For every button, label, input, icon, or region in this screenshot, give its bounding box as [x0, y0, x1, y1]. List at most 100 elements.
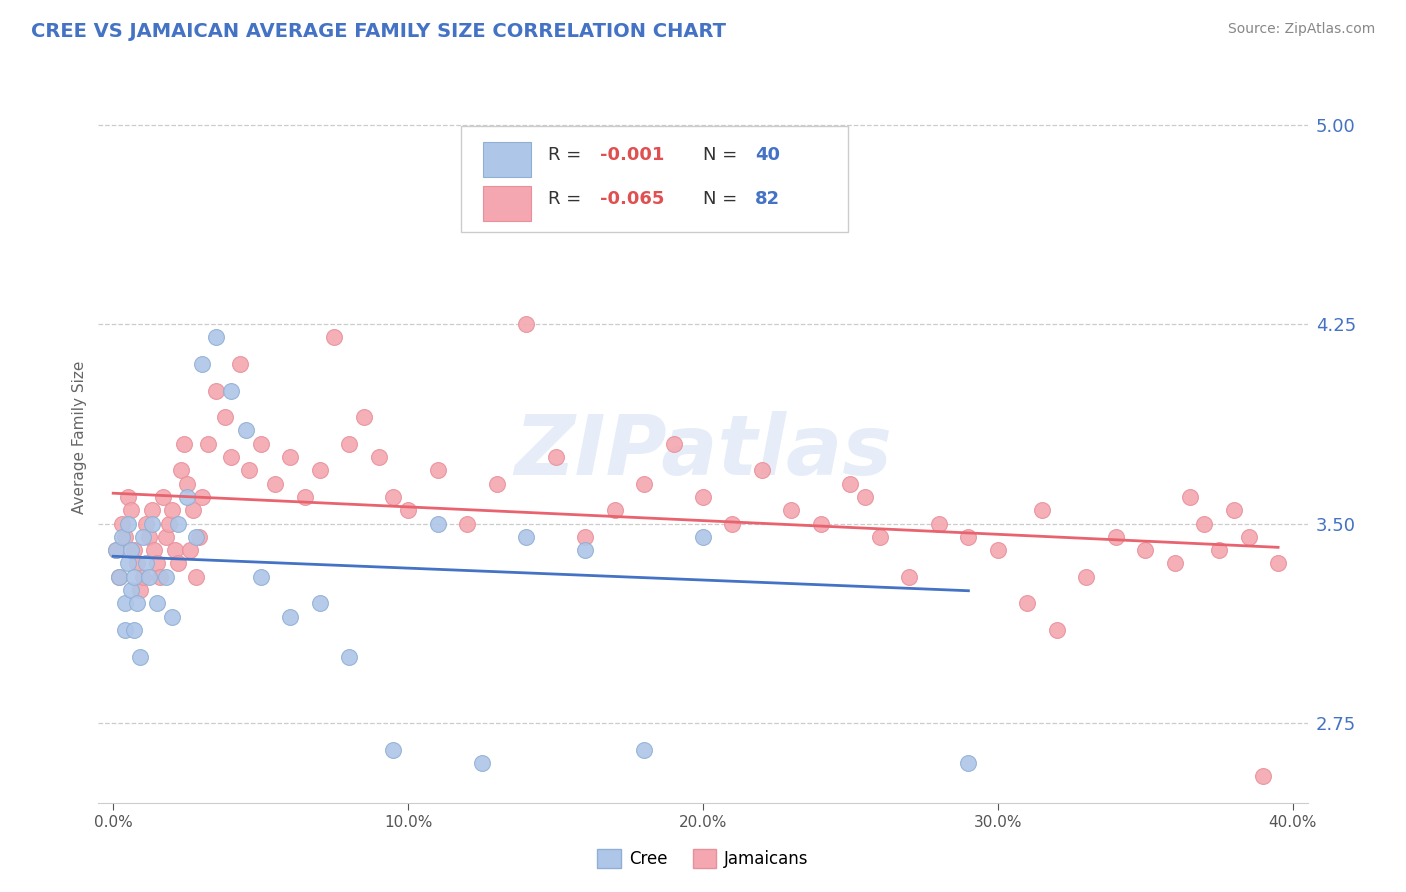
Point: [122, 570, 145, 584]
Point: [278, 450, 301, 464]
Point: [229, 357, 252, 371]
Point: [382, 490, 405, 504]
Point: [197, 436, 219, 450]
Text: R =: R =: [548, 190, 588, 208]
Point: [1223, 503, 1246, 517]
Point: [131, 570, 153, 584]
Point: [456, 516, 478, 531]
Point: [1194, 516, 1216, 531]
Y-axis label: Average Family Size: Average Family Size: [72, 360, 87, 514]
Point: [426, 463, 449, 477]
Text: 82: 82: [755, 190, 780, 208]
Point: [160, 503, 183, 517]
FancyBboxPatch shape: [461, 126, 848, 232]
Point: [1208, 543, 1230, 558]
Point: [308, 463, 330, 477]
Point: [426, 516, 449, 531]
Point: [181, 503, 204, 517]
Point: [264, 476, 287, 491]
Point: [149, 570, 172, 584]
Point: [382, 742, 405, 756]
Point: [853, 490, 876, 504]
Point: [114, 530, 136, 544]
Point: [662, 436, 685, 450]
Point: [1046, 623, 1069, 637]
Point: [135, 516, 157, 531]
Point: [138, 570, 160, 584]
Point: [122, 623, 145, 637]
Point: [396, 503, 419, 517]
Point: [308, 596, 330, 610]
Point: [751, 463, 773, 477]
Point: [155, 570, 177, 584]
Point: [120, 503, 142, 517]
Point: [114, 623, 136, 637]
Point: [120, 543, 142, 558]
Text: Source: ZipAtlas.com: Source: ZipAtlas.com: [1227, 22, 1375, 37]
Point: [111, 516, 134, 531]
Point: [603, 503, 626, 517]
Point: [337, 649, 360, 664]
Point: [323, 330, 346, 344]
Point: [184, 530, 207, 544]
Point: [117, 516, 139, 531]
Text: N =: N =: [703, 190, 742, 208]
Point: [337, 436, 360, 450]
Point: [135, 557, 157, 571]
Point: [353, 410, 375, 425]
Point: [165, 543, 187, 558]
Legend: Cree, Jamaicans: Cree, Jamaicans: [591, 842, 815, 875]
Text: -0.065: -0.065: [600, 190, 665, 208]
Point: [141, 503, 163, 517]
Text: CREE VS JAMAICAN AVERAGE FAMILY SIZE CORRELATION CHART: CREE VS JAMAICAN AVERAGE FAMILY SIZE COR…: [31, 22, 725, 41]
Point: [1237, 530, 1260, 544]
Point: [1253, 769, 1275, 783]
Point: [1135, 543, 1157, 558]
Point: [238, 463, 260, 477]
Point: [114, 596, 136, 610]
Point: [152, 490, 174, 504]
Point: [810, 211, 832, 225]
Text: ZIPatlas: ZIPatlas: [515, 411, 891, 492]
Point: [1164, 557, 1187, 571]
Point: [692, 530, 714, 544]
Point: [173, 436, 195, 450]
Point: [141, 516, 163, 531]
Point: [633, 476, 655, 491]
Point: [155, 530, 177, 544]
Point: [249, 570, 271, 584]
Point: [810, 516, 832, 531]
Point: [367, 450, 389, 464]
Point: [278, 609, 301, 624]
Point: [105, 543, 128, 558]
Point: [128, 582, 150, 597]
Point: [574, 543, 596, 558]
Point: [869, 530, 891, 544]
Point: [544, 450, 567, 464]
Point: [128, 649, 150, 664]
Point: [294, 490, 316, 504]
Point: [108, 570, 131, 584]
Point: [898, 570, 921, 584]
Point: [987, 543, 1010, 558]
Point: [157, 516, 180, 531]
Point: [146, 557, 169, 571]
Point: [249, 436, 271, 450]
Point: [184, 570, 207, 584]
Point: [179, 543, 201, 558]
Point: [105, 543, 128, 558]
Point: [1178, 490, 1201, 504]
Point: [170, 463, 193, 477]
Text: -0.001: -0.001: [600, 146, 665, 164]
Point: [176, 490, 198, 504]
FancyBboxPatch shape: [482, 186, 531, 221]
Text: 40: 40: [755, 146, 780, 164]
Point: [122, 543, 145, 558]
Point: [108, 570, 131, 584]
Point: [111, 530, 134, 544]
Point: [205, 384, 228, 398]
Point: [190, 357, 212, 371]
Point: [1031, 503, 1053, 517]
Point: [839, 476, 862, 491]
Point: [780, 503, 803, 517]
